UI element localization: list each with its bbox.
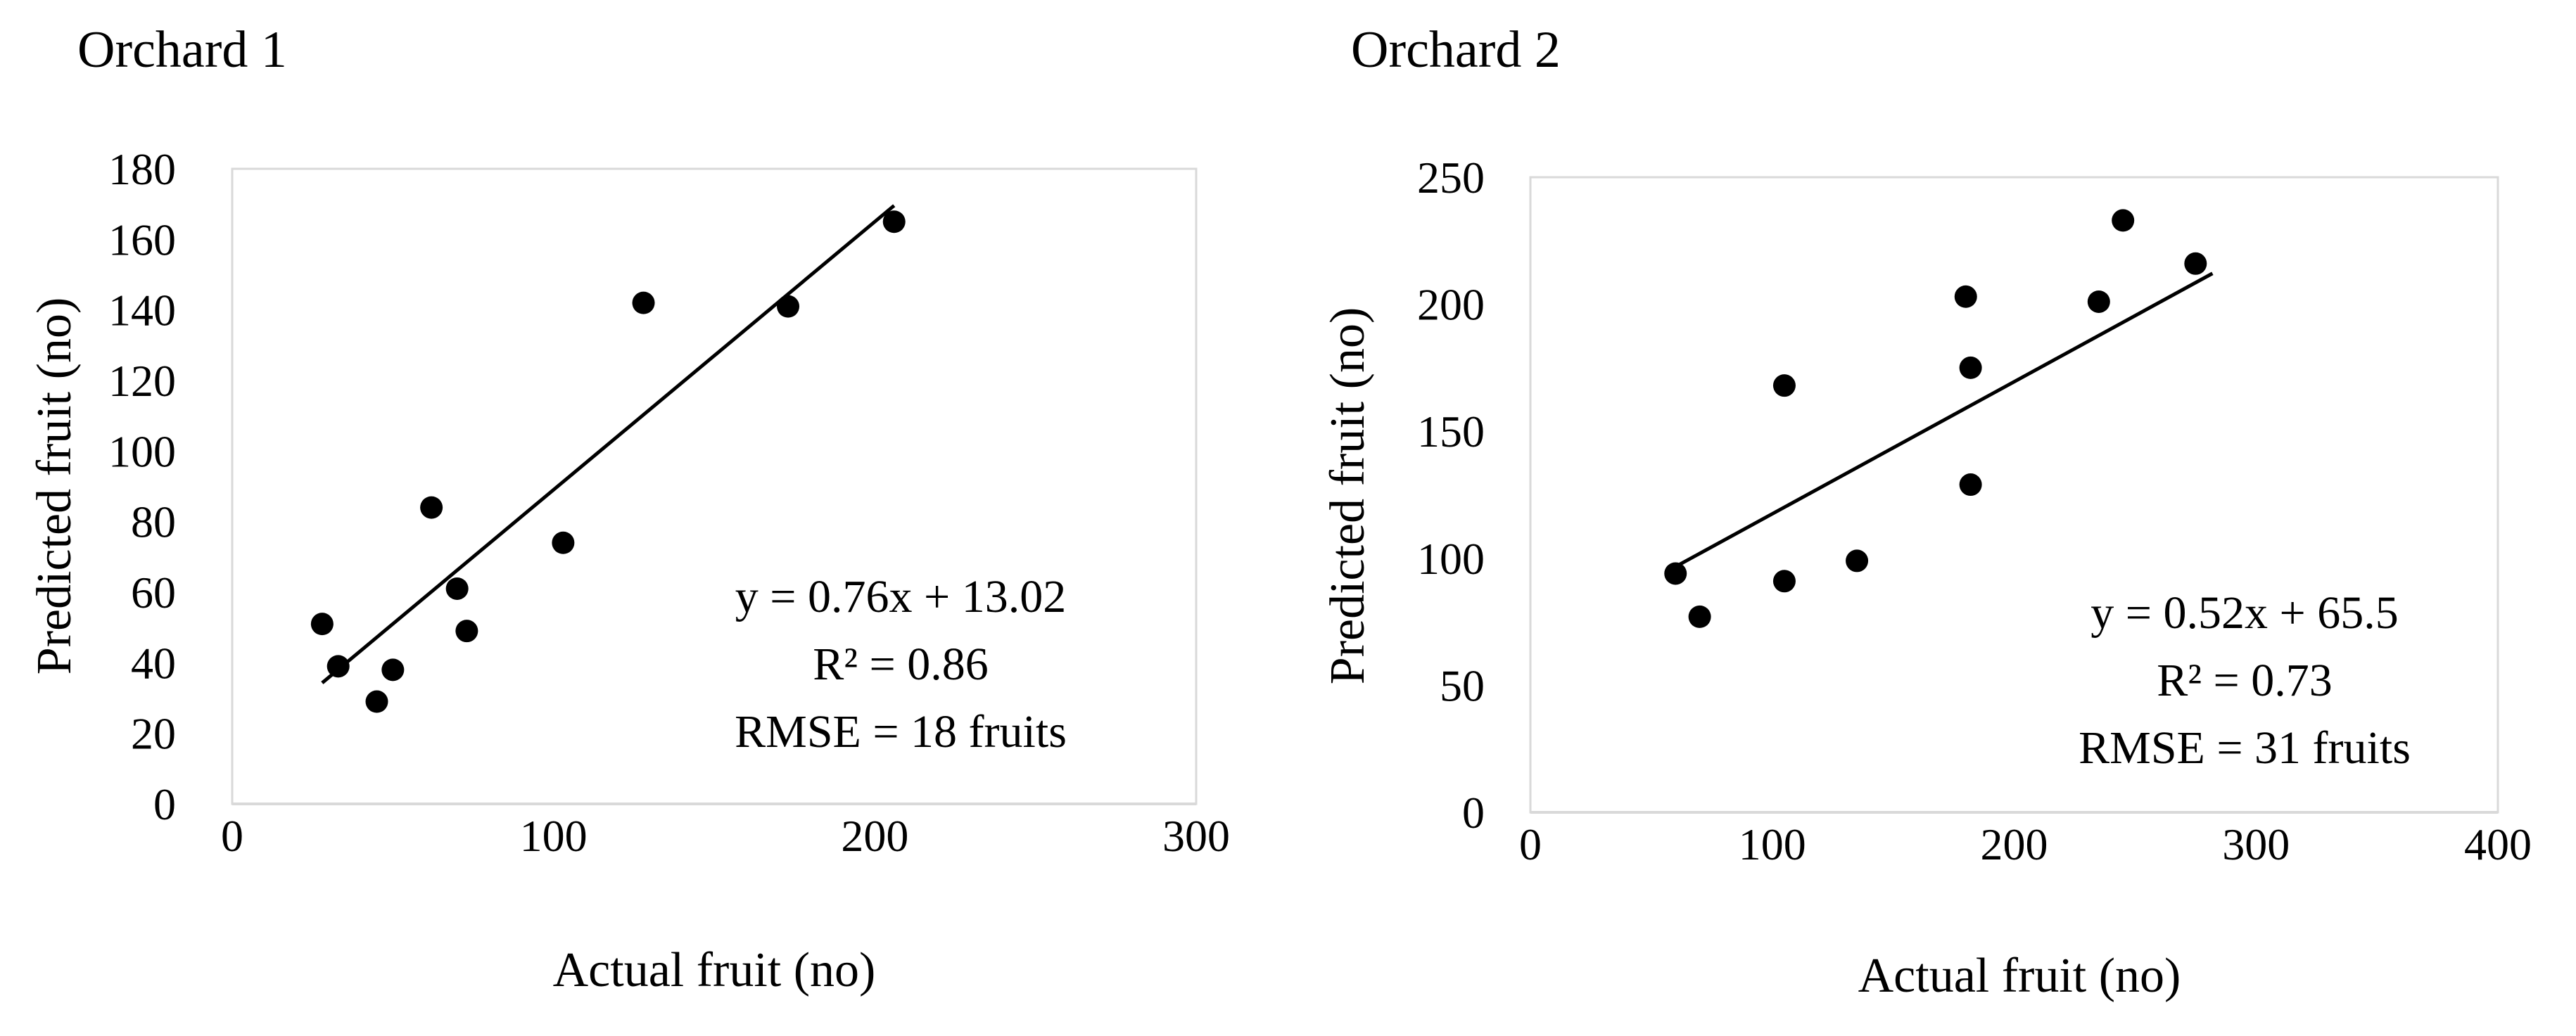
y-axis-title: Predicted fruit (no) xyxy=(1321,307,1375,684)
data-point xyxy=(1954,285,1977,308)
y-tick-label: 20 xyxy=(131,709,176,759)
y-tick-labels: 0 50 100 150 200 250 xyxy=(1417,153,1485,838)
chart-panel-orchard-1: Orchard 1 0 20 40 60 80 100 120 140 160 180 0 100 2… xyxy=(27,21,1230,997)
data-point xyxy=(1772,374,1796,397)
y-tick-label: 60 xyxy=(131,568,176,618)
y-tick-label: 160 xyxy=(108,215,176,264)
data-point xyxy=(552,531,575,554)
x-tick-label: 400 xyxy=(2464,819,2532,869)
data-point xyxy=(1688,605,1711,628)
data-points xyxy=(1664,209,2207,628)
y-tick-label: 0 xyxy=(1462,788,1485,838)
chart-title: Orchard 1 xyxy=(77,21,287,79)
data-point xyxy=(2087,290,2110,313)
rmse-label: RMSE = 18 fruits xyxy=(735,706,1067,757)
plot-area xyxy=(1529,176,2499,814)
trendline xyxy=(1675,271,2214,568)
x-tick-label: 200 xyxy=(841,811,908,861)
x-tick-label: 100 xyxy=(520,811,588,861)
x-tick-label: 300 xyxy=(1162,811,1230,861)
y-tick-label: 0 xyxy=(153,779,176,829)
data-point xyxy=(777,295,800,318)
data-point xyxy=(2112,209,2135,232)
data-point xyxy=(326,655,350,678)
trendline-equation: y = 0.76x + 13.02 xyxy=(735,571,1066,622)
y-tick-label: 100 xyxy=(108,426,176,476)
data-point xyxy=(455,620,478,643)
data-point xyxy=(445,577,469,600)
data-point xyxy=(1959,473,1982,497)
x-tick-label: 200 xyxy=(1981,819,2048,869)
x-tick-label: 300 xyxy=(2222,819,2290,869)
data-point xyxy=(420,496,443,519)
y-tick-label: 40 xyxy=(131,638,176,688)
y-tick-label: 100 xyxy=(1417,534,1485,584)
y-axis-title: Predicted fruit (no) xyxy=(27,298,82,674)
x-tick-labels: 0 100 200 300 400 xyxy=(1519,819,2532,869)
data-point xyxy=(1959,356,1982,379)
r-squared-label: R² = 0.73 xyxy=(2157,655,2333,706)
y-tick-label: 50 xyxy=(1440,660,1485,710)
data-point xyxy=(1846,549,1869,573)
x-axis-title: Actual fruit (no) xyxy=(1858,949,2181,1003)
y-tick-label: 140 xyxy=(108,286,176,335)
y-tick-label: 200 xyxy=(1417,280,1485,330)
y-tick-label: 150 xyxy=(1417,407,1485,456)
x-tick-label: 100 xyxy=(1739,819,1806,869)
r-squared-label: R² = 0.86 xyxy=(813,639,989,690)
data-point xyxy=(381,658,405,682)
data-point xyxy=(365,690,388,713)
chart-title: Orchard 2 xyxy=(1351,21,1561,79)
data-point xyxy=(310,613,334,636)
y-tick-label: 180 xyxy=(108,144,176,194)
y-tick-label: 80 xyxy=(131,497,176,547)
x-tick-label: 0 xyxy=(1519,819,1542,869)
data-point xyxy=(1772,570,1796,593)
x-tick-labels: 0 100 200 300 xyxy=(221,811,1230,861)
trendline-equation: y = 0.52x + 65.5 xyxy=(2090,587,2398,639)
data-points xyxy=(310,210,906,713)
y-tick-label: 250 xyxy=(1417,153,1485,203)
y-tick-labels: 0 20 40 60 80 100 120 140 160 180 xyxy=(108,144,176,829)
trendline xyxy=(321,204,896,684)
x-axis-title: Actual fruit (no) xyxy=(553,943,876,997)
x-tick-label: 0 xyxy=(221,811,243,861)
data-point xyxy=(882,210,906,234)
y-tick-label: 120 xyxy=(108,356,176,406)
data-point xyxy=(632,291,655,314)
rmse-label: RMSE = 31 fruits xyxy=(2079,722,2411,774)
data-point xyxy=(2184,252,2207,275)
data-point xyxy=(1664,562,1687,585)
